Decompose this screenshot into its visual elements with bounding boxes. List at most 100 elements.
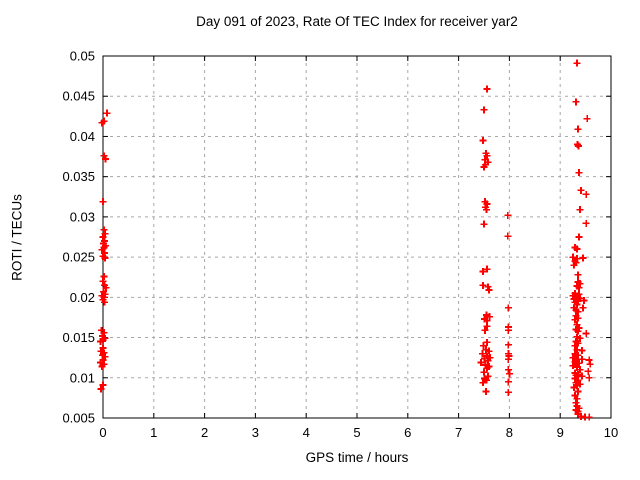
data-point-marker: [575, 233, 583, 241]
data-point-marker: [504, 341, 512, 349]
y-tick-label: 0.03: [70, 209, 95, 224]
data-point-marker: [570, 383, 578, 391]
data-point-marker: [569, 292, 577, 300]
data-point-marker: [576, 366, 584, 374]
data-point-marker: [485, 347, 493, 355]
y-tick-label: 0.015: [62, 330, 95, 345]
data-point-marker: [572, 371, 580, 379]
x-tick-label: 3: [252, 425, 259, 440]
x-tick-label: 10: [604, 425, 618, 440]
data-point-marker: [578, 355, 586, 363]
data-point-marker: [574, 271, 582, 279]
data-point-marker: [575, 359, 583, 367]
x-tick-label: 6: [404, 425, 411, 440]
data-point-marker: [102, 284, 110, 292]
y-tick-label: 0.02: [70, 290, 95, 305]
data-point-marker: [572, 379, 580, 387]
data-point-marker: [570, 295, 578, 303]
data-point-marker: [575, 284, 583, 292]
data-point-marker: [483, 265, 491, 273]
x-tick-label: 7: [455, 425, 462, 440]
data-point-marker: [479, 379, 487, 387]
y-tick-label: 0.005: [62, 411, 95, 426]
data-point-marker: [579, 304, 587, 312]
data-point-marker: [571, 358, 579, 366]
data-point-marker: [100, 226, 108, 234]
data-point-marker: [483, 338, 491, 346]
data-point-marker: [575, 169, 583, 177]
y-tick-label: 0.05: [70, 49, 95, 64]
data-point-marker: [484, 372, 492, 380]
x-tick-label: 8: [506, 425, 513, 440]
data-point-marker: [504, 304, 512, 312]
data-point-marker: [101, 254, 109, 262]
data-point-marker: [483, 322, 491, 330]
data-point-marker: [570, 261, 578, 269]
data-point-marker: [574, 351, 582, 359]
data-point-marker: [481, 326, 489, 334]
y-tick-label: 0.025: [62, 250, 95, 265]
data-point-marker: [479, 281, 487, 289]
data-point-marker: [577, 186, 585, 194]
data-point-marker: [100, 272, 108, 280]
data-point-marker: [574, 142, 582, 150]
data-point-marker: [96, 358, 104, 366]
data-point-marker: [481, 354, 489, 362]
data-point-marker: [572, 98, 580, 106]
data-point-marker: [578, 372, 586, 380]
data-point-marker: [504, 366, 512, 374]
data-point-marker: [584, 367, 592, 375]
data-point-marker: [479, 342, 487, 350]
data-point-marker: [477, 358, 485, 366]
data-point-marker: [484, 357, 492, 365]
data-point-marker: [582, 190, 590, 198]
data-point-marker: [569, 253, 577, 261]
y-tick-label: 0.01: [70, 370, 95, 385]
data-point-marker: [482, 387, 490, 395]
data-point-marker: [102, 155, 110, 163]
data-point-marker: [483, 376, 491, 384]
data-point-marker: [582, 330, 590, 338]
x-tick-label: 1: [150, 425, 157, 440]
data-point-marker: [504, 232, 512, 240]
data-point-marker: [484, 283, 492, 291]
data-point-marker: [479, 268, 487, 276]
data-point-marker: [571, 316, 579, 324]
data-point-marker: [578, 346, 586, 354]
data-points-layer: [96, 59, 594, 421]
data-point-marker: [580, 297, 588, 305]
data-point-marker: [574, 387, 582, 395]
x-tick-label: 2: [201, 425, 208, 440]
data-point-marker: [576, 334, 584, 342]
data-point-marker: [572, 399, 580, 407]
data-point-marker: [583, 115, 591, 123]
data-point-marker: [480, 106, 488, 114]
data-point-marker: [98, 119, 106, 127]
data-point-marker: [483, 152, 491, 160]
data-point-marker: [569, 354, 577, 362]
data-point-marker: [574, 125, 582, 133]
data-point-marker: [103, 109, 111, 117]
data-point-marker: [99, 381, 107, 389]
data-point-marker: [582, 219, 590, 227]
data-point-marker: [483, 364, 491, 372]
data-point-marker: [101, 298, 109, 306]
data-point-marker: [99, 198, 107, 206]
y-axis-label: ROTI / TECUs: [9, 194, 25, 281]
data-point-marker: [574, 327, 582, 335]
data-point-marker: [98, 363, 106, 371]
data-point-marker: [504, 355, 512, 363]
x-axis-label: GPS time / hours: [305, 450, 409, 465]
data-point-marker: [573, 59, 581, 67]
data-point-marker: [585, 374, 593, 382]
data-point-marker: [504, 211, 512, 219]
data-point-marker: [586, 360, 594, 368]
data-point-marker: [485, 286, 493, 294]
data-point-marker: [99, 233, 107, 241]
data-point-marker: [486, 313, 494, 321]
data-point-marker: [585, 356, 593, 364]
data-point-marker: [96, 338, 104, 346]
data-point-marker: [573, 395, 581, 403]
